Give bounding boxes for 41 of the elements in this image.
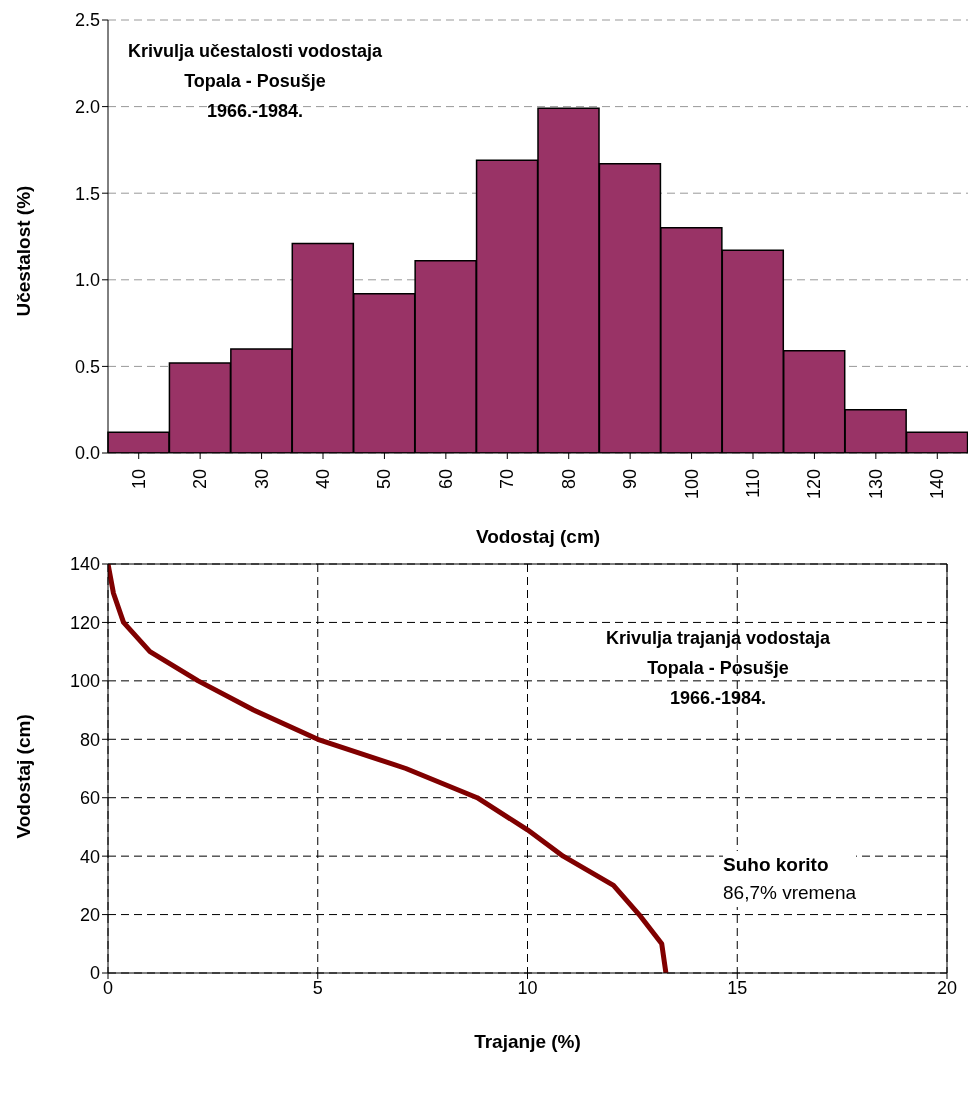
x-tick-label: 0 [102,977,114,998]
x-tick-label: 110 [743,469,763,498]
x-tick-label: 30 [251,469,272,490]
x-tick-label: 10 [517,977,538,998]
y-tick-label: 0 [89,963,100,984]
x-axis-title: Vodostaj (cm) [475,526,601,547]
y-tick-label: 1.5 [74,183,100,204]
y-tick-label: 0.0 [74,443,100,464]
x-tick-label: 20 [190,469,211,490]
x-tick-label: 120 [804,469,825,500]
x-tick-label: 140 [927,469,948,500]
y-tick-label: 2.0 [74,96,100,117]
x-tick-label: 80 [558,469,579,490]
text: Krivulja trajanja vodostaja Topala - Posušje 1966.-1984. [604,627,832,710]
y-tick-label: 1.0 [74,270,100,291]
x-tick-label: 10 [128,469,149,490]
y-tick-label: 2.5 [74,10,100,31]
x-tick-label: 60 [435,469,456,490]
x-tick-label: 50 [374,469,395,490]
y-tick-label: 20 [79,904,100,925]
x-tick-label: 40 [313,469,333,490]
annotation: Suho korito [723,853,830,877]
x-axis-title: Trajanje (%) [474,1031,581,1052]
y-tick-label: 140 [69,554,100,575]
x-tick-label: 100 [681,469,702,500]
y-tick-label: 80 [79,729,100,750]
y-axis-title: Učestalost (%) [12,185,34,317]
x-tick-label: 5 [312,977,323,998]
y-tick-label: 100 [69,671,100,692]
x-tick-label: 90 [620,469,641,490]
y-tick-label: 40 [79,846,100,867]
text: Krivulja učestalosti vodostaja Topala - Posušje 1966.-1984. [128,40,383,123]
x-tick-label: 20 [936,977,958,998]
x-tick-label: 15 [727,977,748,998]
y-axis-title: Vodostaj (cm) [12,714,34,839]
x-tick-label: 70 [497,469,518,490]
y-tick-label: 0.5 [74,356,100,377]
x-tick-label: 130 [865,469,886,500]
annotation: 86,7% vremena [723,881,857,905]
y-tick-label: 120 [69,612,100,633]
y-tick-label: 60 [79,788,100,809]
